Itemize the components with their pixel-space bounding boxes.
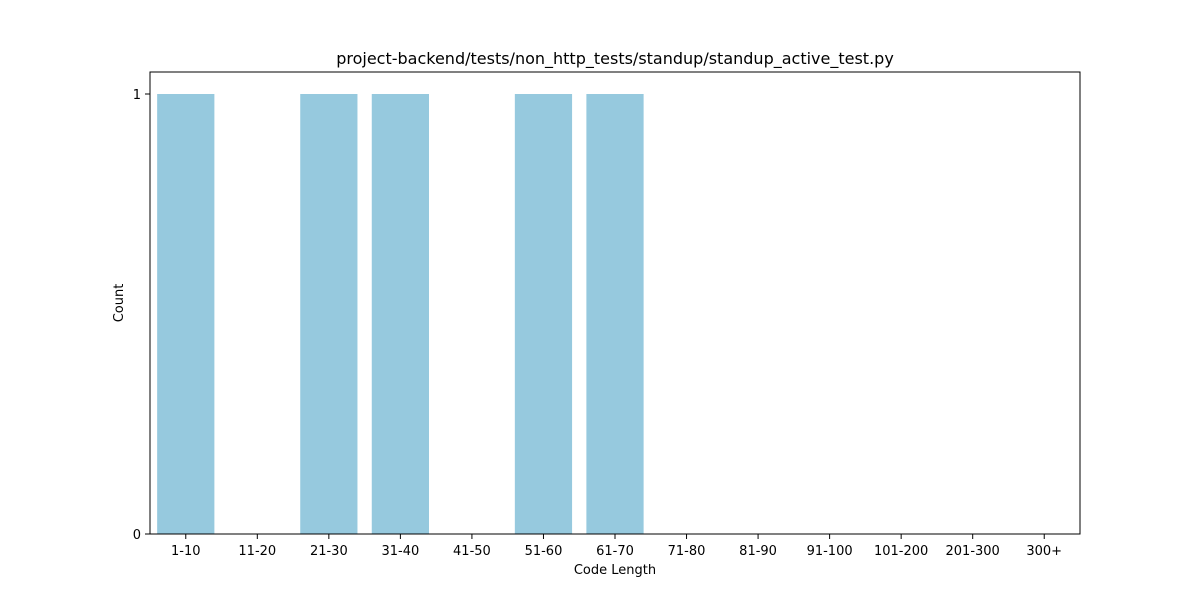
x-tick-label: 81-90: [739, 544, 777, 559]
y-tick-label: 1: [133, 88, 141, 103]
x-tick-label: 61-70: [596, 544, 634, 559]
chart-title: project-backend/tests/non_http_tests/sta…: [336, 49, 894, 69]
bar-1-10: [157, 94, 215, 534]
x-tick-label: 300+: [1026, 544, 1062, 559]
x-tick-label: 31-40: [381, 544, 419, 559]
y-axis-label: Count: [112, 284, 127, 323]
x-tick-label: 201-300: [946, 544, 1000, 559]
bar-31-40: [371, 94, 429, 534]
bar-21-30: [300, 94, 358, 534]
x-tick-label: 51-60: [525, 544, 563, 559]
y-axis-ticks: 01: [133, 88, 150, 543]
x-tick-label: 91-100: [807, 544, 853, 559]
x-tick-label: 21-30: [310, 544, 348, 559]
x-tick-label: 41-50: [453, 544, 491, 559]
bar-61-70: [586, 94, 644, 534]
bar-51-60: [514, 94, 573, 534]
plot-frame: [149, 71, 1081, 535]
bars-group: [157, 94, 644, 534]
y-tick-label: 0: [133, 528, 141, 543]
x-axis-ticks: 1-10 11-20 21-30 31-40 41-50 51-60 61-70 71-80 8…: [171, 534, 1062, 559]
x-axis-label: Code Length: [574, 563, 656, 578]
x-tick-label: 71-80: [668, 544, 706, 559]
x-tick-label: 11-20: [238, 544, 276, 559]
x-tick-label: 1-10: [171, 544, 201, 559]
x-tick-label: 101-200: [874, 544, 928, 559]
